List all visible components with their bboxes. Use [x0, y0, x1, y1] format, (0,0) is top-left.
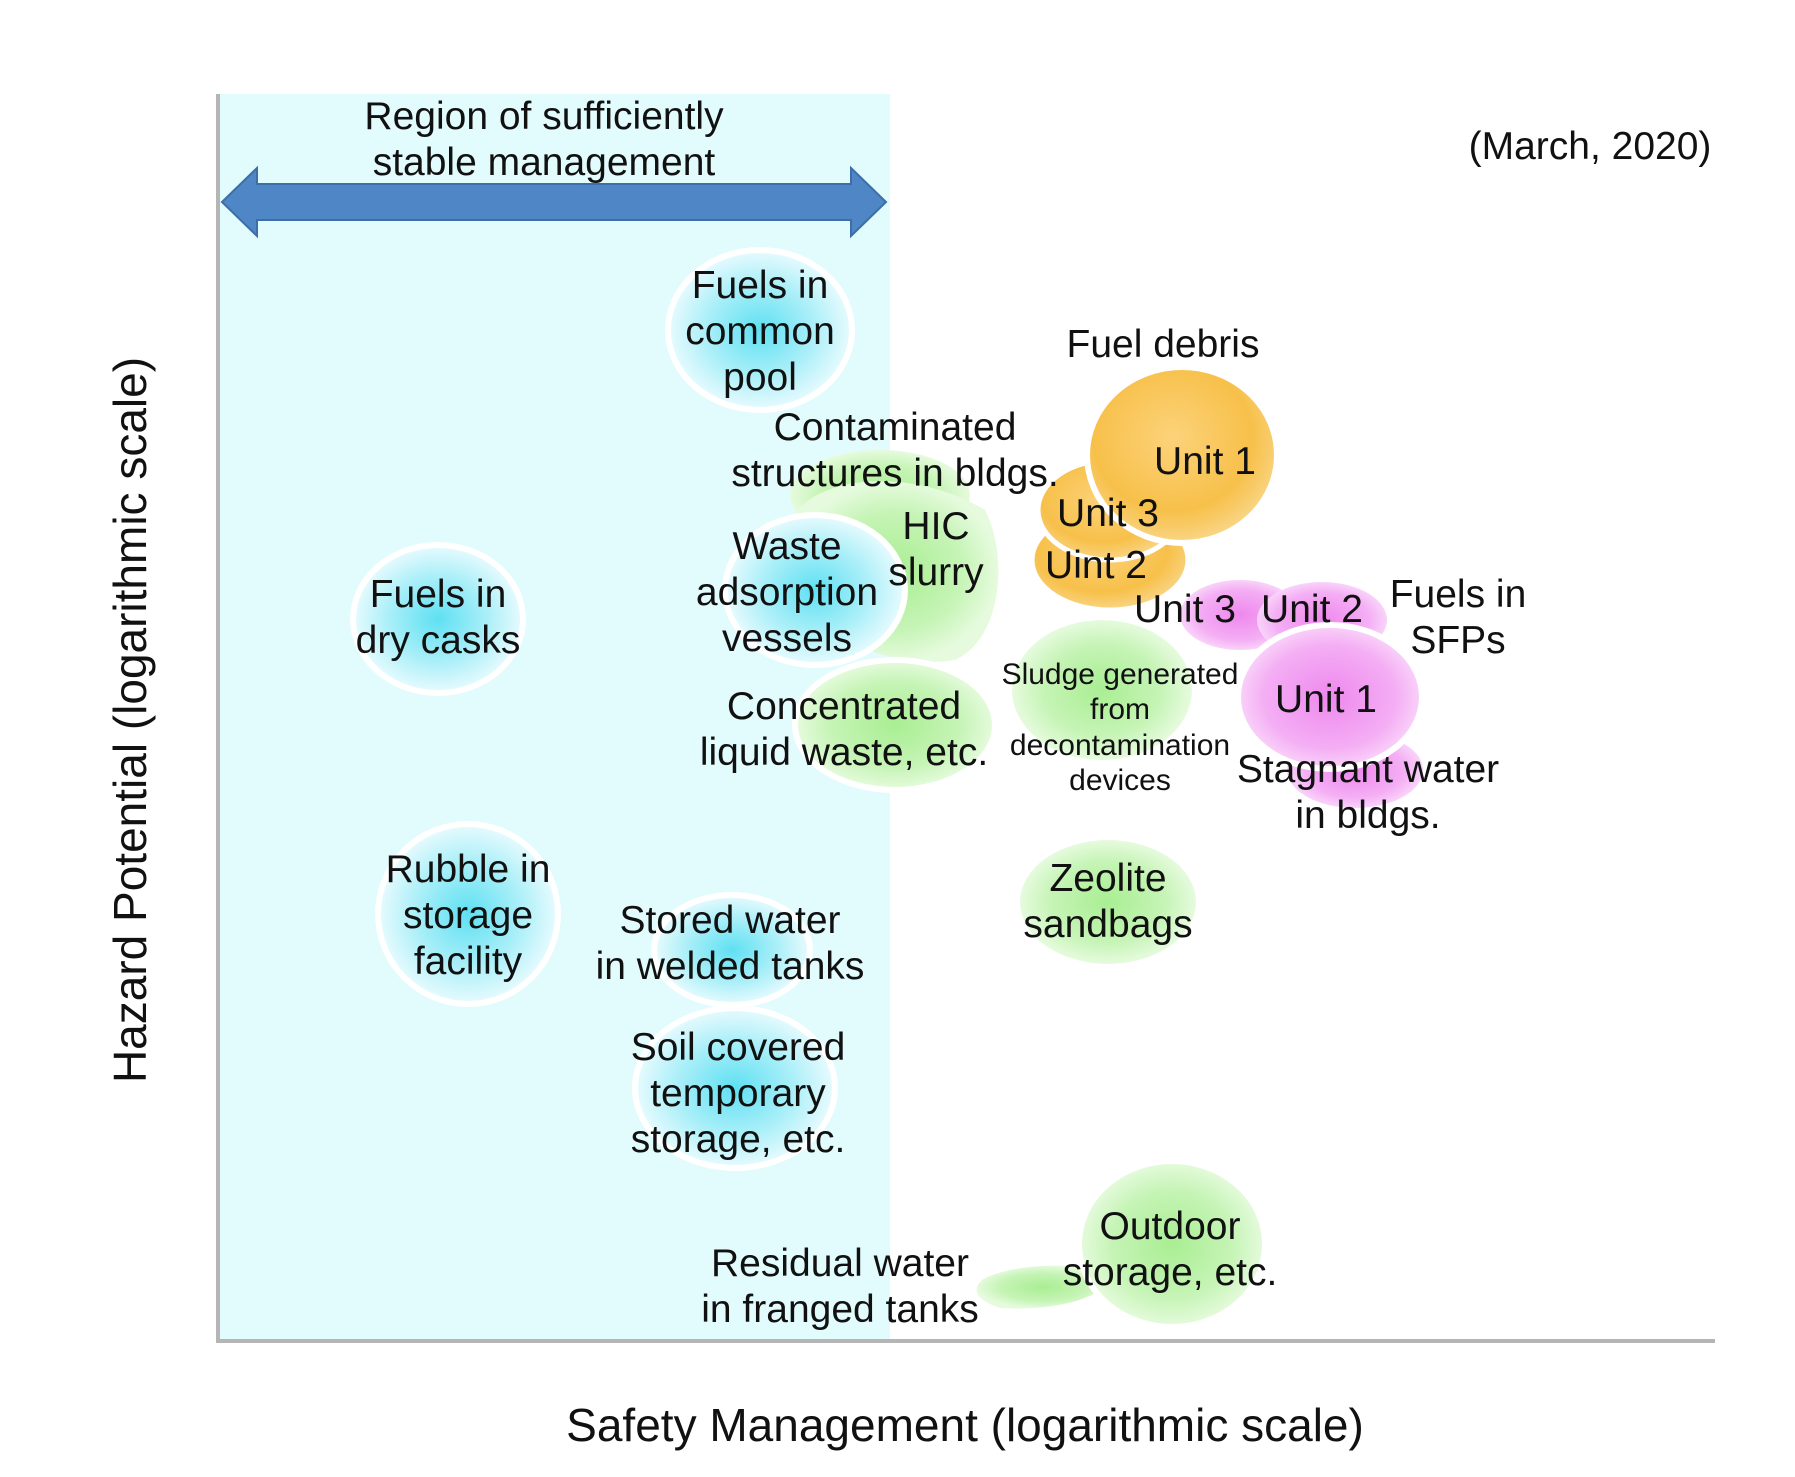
region-label: Region of sufficiently stable management: [364, 94, 723, 186]
label-debris-unit2: Uint 2: [1045, 543, 1147, 589]
label-line: vessels: [721, 617, 853, 661]
label-line: Outdoor: [1099, 1204, 1241, 1248]
label-line: Fuel debris: [1066, 322, 1260, 366]
label-line: facility: [413, 940, 523, 984]
label-line: Uint 2: [1045, 543, 1147, 587]
label-line: Waste: [732, 524, 842, 568]
date-label: (March, 2020): [1468, 125, 1712, 168]
label-fuels-common-pool: Fuels in common pool: [685, 263, 835, 401]
blob-waste-adsorption: [722, 512, 908, 668]
blob-residual-water: [976, 1265, 1110, 1309]
label-line: Unit 2: [1261, 587, 1363, 631]
blob-fuels-common-pool: [665, 247, 855, 413]
label-line: Fuels in: [691, 263, 829, 307]
label-line: Fuels in: [1389, 572, 1527, 616]
label-sludge: Sludge generated from decontamination de…: [1002, 657, 1239, 799]
label-line: Zeolite: [1049, 856, 1167, 900]
label-sfp-unit3: Unit 3: [1134, 587, 1236, 633]
blob-sludge: [1012, 620, 1192, 760]
label-line: in welded tanks: [595, 945, 865, 988]
label-soil-covered: Soil covered temporary storage, etc.: [631, 1025, 846, 1163]
blob-soil-covered: [632, 1005, 838, 1171]
blob-rubble-storage: [375, 821, 561, 1007]
region-double-arrow: [220, 165, 888, 239]
label-line: storage: [402, 893, 534, 937]
region-label-line: stable management: [372, 141, 716, 184]
region-label-line: Region of sufficiently: [364, 94, 724, 138]
blob-sfp-unit1: [1235, 622, 1425, 772]
label-line: structures in bldgs.: [731, 452, 1059, 495]
label-outdoor-storage: Outdoor storage, etc.: [1063, 1204, 1278, 1296]
label-line: pool: [723, 356, 797, 400]
label-sfp-unit1: Unit 1: [1275, 677, 1377, 723]
label-line: temporary: [650, 1071, 826, 1115]
label-line: slurry: [888, 551, 984, 594]
label-line: liquid waste, etc.: [699, 731, 989, 774]
label-concentrated-liquid: Concentrated liquid waste, etc.: [700, 684, 988, 776]
label-line: adsorption: [695, 570, 879, 614]
label-waste-adsorption: Waste adsorption vessels: [696, 524, 878, 662]
label-contaminated-structures: Contaminated structures in bldgs.: [731, 405, 1058, 497]
label-debris-unit1: Unit 1: [1154, 439, 1256, 485]
blob-concentrated-liquid: [792, 657, 998, 793]
label-line: decontamination: [1009, 729, 1231, 762]
label-line: Fuels in: [369, 572, 507, 616]
blob-debris-unit1: [1084, 364, 1280, 546]
label-residual-water: Residual water in franged tanks: [701, 1241, 979, 1333]
label-sfp-title: Fuels in SFPs: [1390, 572, 1527, 664]
label-line: Residual water: [711, 1241, 969, 1285]
blob-stored-water-welded: [651, 892, 813, 1008]
y-axis-label: Hazard Potential (logarithmic scale): [104, 356, 156, 1084]
label-fuels-dry-casks: Fuels in dry casks: [356, 572, 521, 664]
label-line: storage, etc.: [630, 1118, 846, 1162]
label-debris-unit3: Unit 3: [1057, 491, 1159, 537]
label-stored-water-welded: Stored water in welded tanks: [596, 898, 865, 990]
label-line: SFPs: [1410, 619, 1506, 662]
label-line: Concentrated: [726, 684, 962, 728]
label-line: devices: [1069, 764, 1171, 798]
label-line: Sludge generated: [1001, 658, 1239, 692]
blob-outdoor-storage: [1076, 1158, 1268, 1330]
label-line: Stagnant water: [1236, 747, 1500, 791]
label-rubble-storage: Rubble in storage facility: [386, 847, 551, 985]
label-line: Unit 3: [1134, 587, 1236, 631]
label-fuel-debris: Fuel debris: [1067, 322, 1260, 368]
label-zeolite: Zeolite sandbags: [1023, 856, 1192, 948]
label-line: sandbags: [1023, 903, 1193, 946]
label-line: from: [1090, 693, 1150, 727]
label-line: Unit 1: [1275, 677, 1377, 721]
label-line: Unit 3: [1057, 491, 1159, 535]
label-line: storage, etc.: [1062, 1251, 1278, 1294]
label-line: Rubble in: [385, 847, 551, 891]
label-line: Stored water: [619, 898, 841, 942]
label-hic-slurry: HIC slurry: [888, 504, 983, 596]
label-line: Unit 1: [1154, 439, 1256, 483]
label-line: in franged tanks: [701, 1288, 979, 1331]
label-sfp-unit2: Unit 2: [1261, 587, 1363, 633]
label-line: in bldgs.: [1295, 794, 1441, 837]
x-axis-label: Safety Management (logarithmic scale): [566, 1399, 1364, 1451]
label-line: common: [685, 309, 835, 353]
label-line: Soil covered: [630, 1025, 846, 1069]
label-line: Contaminated: [773, 405, 1017, 449]
blob-zeolite: [1020, 840, 1196, 964]
label-line: dry casks: [355, 619, 521, 662]
blob-fuels-dry-casks: [350, 542, 526, 696]
label-stagnant-water: Stagnant water in bldgs.: [1237, 747, 1499, 839]
label-line: HIC: [902, 504, 970, 548]
